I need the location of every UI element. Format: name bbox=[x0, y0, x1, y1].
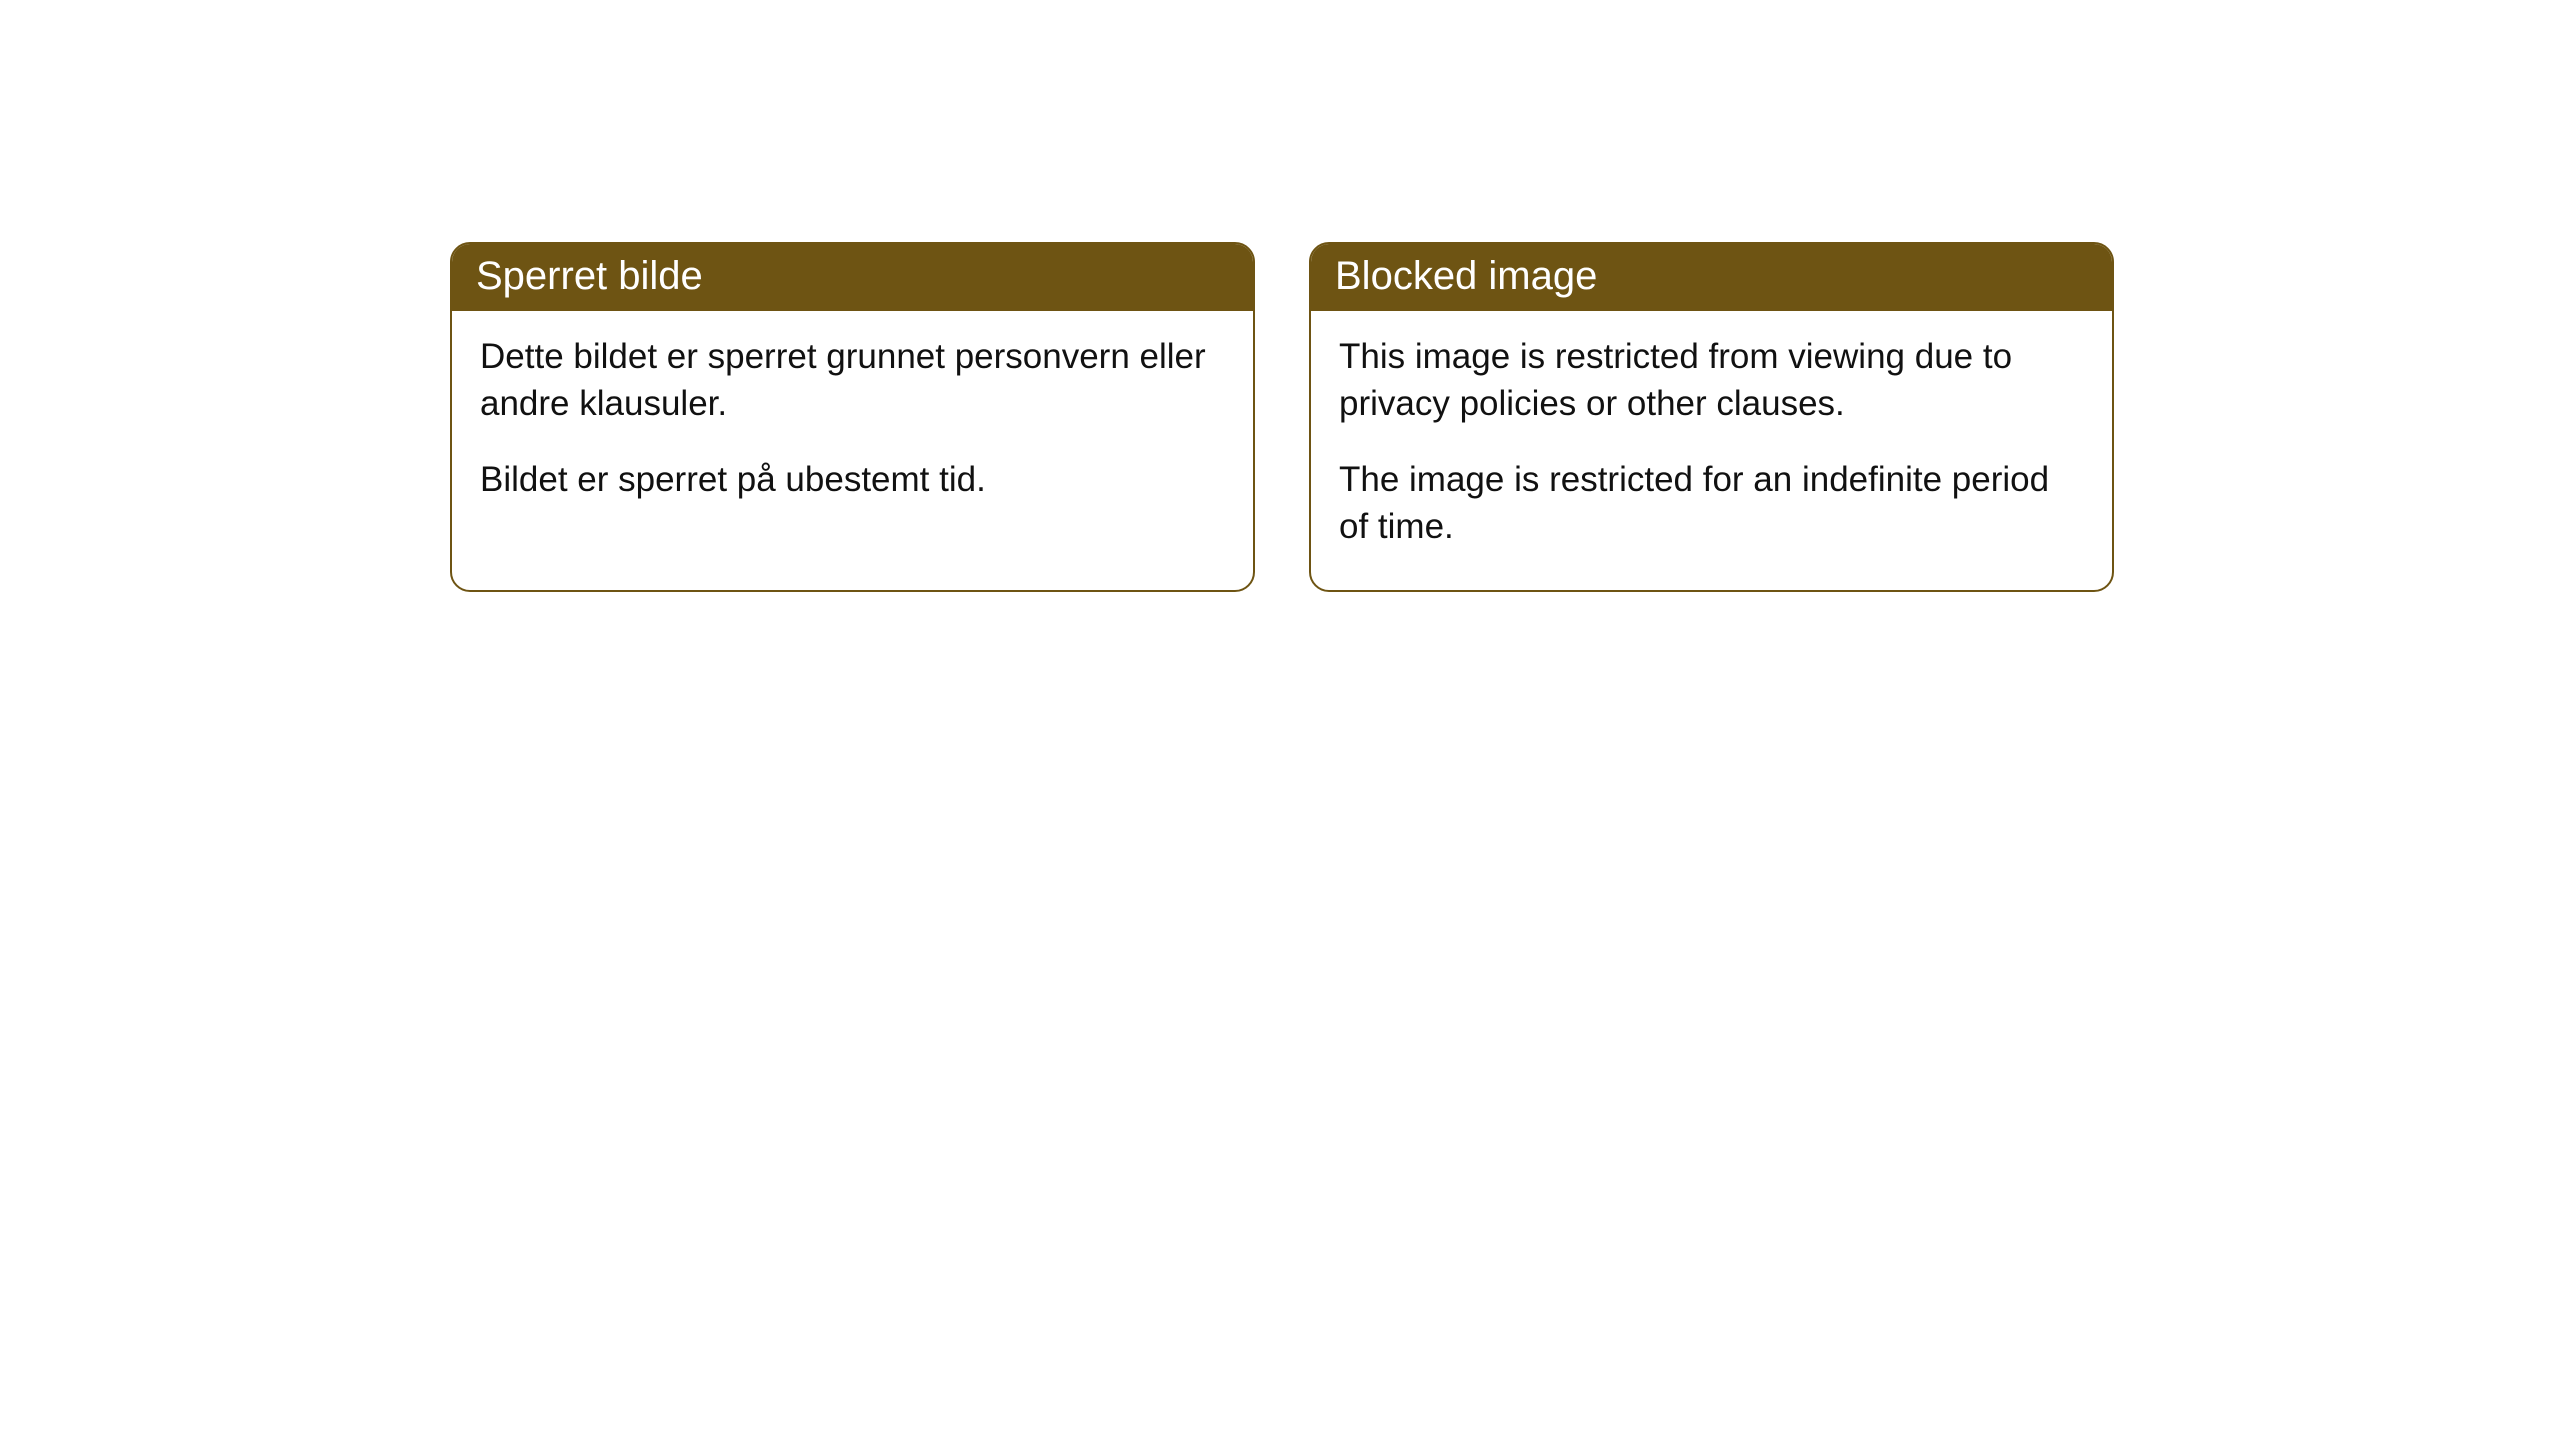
card-header: Blocked image bbox=[1311, 244, 2112, 311]
card-paragraph: Bildet er sperret på ubestemt tid. bbox=[480, 456, 1225, 503]
notice-card-norwegian: Sperret bilde Dette bildet er sperret gr… bbox=[450, 242, 1255, 592]
card-body: Dette bildet er sperret grunnet personve… bbox=[452, 311, 1253, 543]
card-title: Sperret bilde bbox=[476, 254, 703, 298]
card-title: Blocked image bbox=[1335, 254, 1597, 298]
card-header: Sperret bilde bbox=[452, 244, 1253, 311]
card-paragraph: Dette bildet er sperret grunnet personve… bbox=[480, 333, 1225, 428]
card-paragraph: The image is restricted for an indefinit… bbox=[1339, 456, 2084, 551]
notice-card-english: Blocked image This image is restricted f… bbox=[1309, 242, 2114, 592]
notice-container: Sperret bilde Dette bildet er sperret gr… bbox=[0, 0, 2560, 592]
card-body: This image is restricted from viewing du… bbox=[1311, 311, 2112, 590]
card-paragraph: This image is restricted from viewing du… bbox=[1339, 333, 2084, 428]
